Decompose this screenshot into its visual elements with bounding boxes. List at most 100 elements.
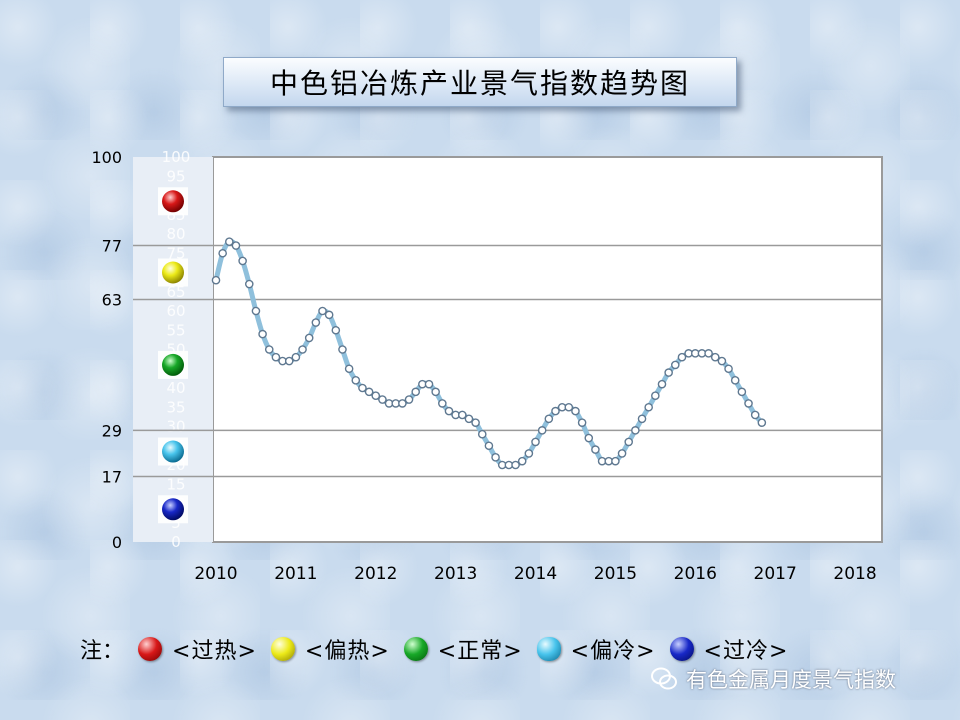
y-tick-label: 0 — [112, 533, 122, 552]
data-point — [457, 410, 467, 420]
band-scale-label: 95 — [166, 167, 185, 185]
data-point — [244, 279, 254, 289]
data-point — [737, 387, 747, 397]
data-point — [677, 352, 687, 362]
band-scale-label: 35 — [166, 398, 185, 416]
data-point — [404, 395, 414, 404]
legend-item-overheat: <过热> — [138, 633, 257, 665]
data-point — [611, 456, 620, 466]
data-point — [471, 418, 480, 427]
legend: 注： <过热> <偏热> <正常> <偏冷> <过冷> — [80, 632, 802, 666]
y-tick-label: 17 — [102, 468, 122, 487]
plot-area — [212, 156, 883, 543]
x-tick-label: 2017 — [754, 564, 797, 584]
data-point — [304, 333, 314, 343]
data-point — [211, 275, 221, 285]
red-ball-icon — [138, 637, 163, 661]
band-scale-label: 55 — [166, 321, 185, 339]
band-scale-label: 0 — [171, 533, 181, 551]
data-point — [318, 306, 327, 316]
data-point — [371, 391, 381, 401]
data-point — [271, 352, 281, 362]
data-point — [584, 433, 594, 443]
legend-item-cold: <过冷> — [669, 633, 789, 665]
band-scale-label: 65 — [166, 283, 185, 301]
data-point — [671, 360, 680, 370]
data-point — [264, 345, 274, 354]
data-point — [524, 449, 534, 458]
data-point — [544, 414, 554, 424]
data-point — [631, 426, 640, 435]
data-point — [344, 364, 354, 374]
x-tick-label: 2014 — [514, 564, 557, 584]
yellow-ball-icon — [162, 261, 184, 284]
data-point — [617, 449, 627, 458]
data-point — [258, 329, 267, 339]
legend-label: <偏热> — [304, 639, 390, 664]
data-point — [284, 356, 294, 366]
data-point — [291, 352, 301, 362]
legend-label: <过冷> — [703, 639, 789, 664]
data-point — [750, 410, 760, 420]
data-point — [657, 379, 667, 389]
data-point — [531, 437, 540, 447]
y-tick-label: 77 — [102, 237, 122, 256]
band-scale-label: 15 — [166, 475, 185, 493]
data-point — [225, 237, 234, 246]
legend-label: <偏冷> — [570, 639, 656, 664]
data-point — [477, 429, 487, 439]
data-point — [491, 452, 500, 462]
data-point — [251, 306, 261, 316]
data-point — [364, 387, 374, 397]
data-point — [338, 345, 347, 354]
x-tick-label: 2012 — [354, 564, 397, 584]
data-point — [431, 387, 440, 397]
x-tick-label: 2016 — [674, 564, 717, 584]
data-point — [710, 352, 720, 362]
dark-blue-ball-icon — [669, 637, 694, 661]
data-point — [577, 418, 587, 427]
data-point — [331, 325, 341, 335]
data-point — [378, 395, 387, 404]
data-point — [757, 418, 767, 427]
red-ball-icon — [162, 190, 184, 213]
data-point — [311, 318, 321, 327]
data-point — [744, 399, 753, 408]
data-point — [571, 406, 580, 416]
data-point — [238, 256, 247, 266]
legend-item-cool: <偏冷> — [536, 633, 656, 665]
band-scale-label: 60 — [166, 302, 185, 320]
green-ball-icon — [162, 353, 184, 376]
band-scale-label: 40 — [166, 379, 185, 397]
data-point — [664, 368, 673, 377]
band-scale-label: 75 — [166, 244, 185, 262]
data-point — [438, 399, 447, 408]
y-tick-label: 63 — [102, 290, 122, 309]
x-tick-label: 2011 — [274, 564, 317, 584]
x-tick-label: 2015 — [594, 564, 637, 584]
green-ball-icon — [403, 637, 428, 661]
y-tick-label: 100 — [91, 148, 122, 167]
data-point — [484, 441, 494, 451]
y-tick-label: 29 — [102, 421, 122, 440]
legend-label: <正常> — [437, 639, 523, 664]
band-scale-label: 100 — [162, 148, 191, 166]
data-point — [717, 356, 727, 366]
x-tick-label: 2010 — [194, 564, 237, 584]
data-point — [411, 387, 420, 397]
watermark-text: 有色金属月度景气指数 — [686, 668, 896, 692]
data-point — [537, 426, 547, 435]
data-point — [464, 414, 474, 424]
data-point — [424, 379, 434, 389]
data-point — [730, 375, 740, 385]
data-point — [351, 375, 361, 385]
legend-note: 注： — [80, 639, 125, 664]
data-point — [298, 345, 307, 354]
data-point — [551, 406, 560, 416]
data-point — [651, 391, 660, 401]
data-point — [358, 383, 367, 393]
band-area — [133, 157, 213, 542]
wechat-icon — [651, 667, 677, 690]
data-point — [591, 445, 600, 454]
